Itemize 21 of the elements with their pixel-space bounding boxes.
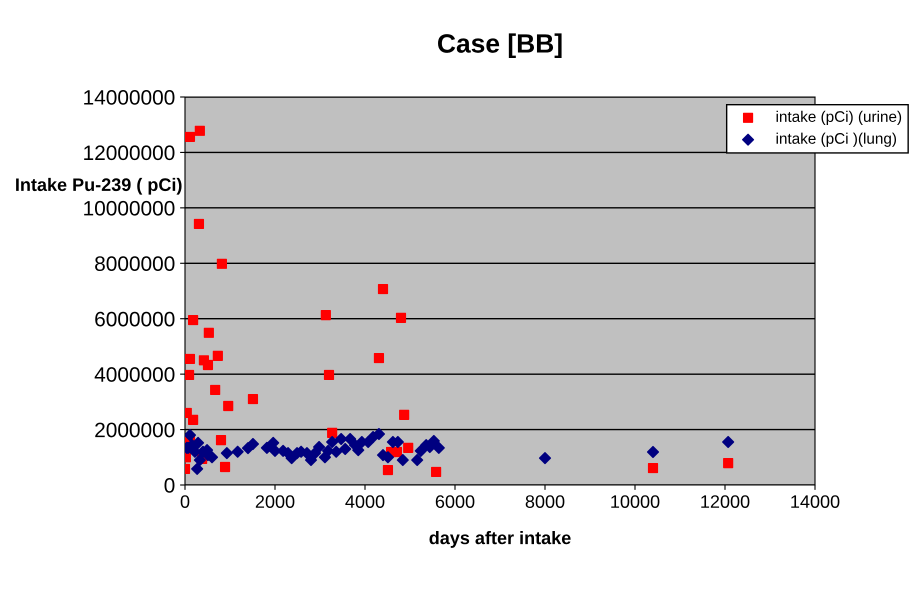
x-tick-label: 4000: [345, 495, 384, 508]
y-tick-label: 8000000: [95, 256, 174, 272]
legend-label: intake (pCi )(lung): [776, 132, 896, 147]
x-tick-label: 2000: [256, 495, 294, 508]
y-tick-label: 14000000: [84, 90, 174, 105]
x-tick-label: 10000: [611, 495, 660, 508]
y-axis-title: Intake Pu-239 ( pCi): [16, 178, 182, 195]
legend-label: intake (pCi) (urine): [776, 110, 902, 125]
x-axis-title: days after intake: [429, 531, 571, 548]
x-tick-label: 14000: [791, 495, 840, 508]
x-tick-label: 6000: [436, 495, 474, 508]
x-tick-label: 12000: [701, 495, 750, 508]
y-tick-label: 12000000: [84, 145, 174, 160]
y-tick-label: 2000000: [95, 422, 174, 438]
y-tick-label: 10000000: [84, 200, 174, 216]
x-tick-label: 8000: [526, 495, 564, 508]
chart-title: Case [BB]: [438, 33, 562, 58]
y-tick-label: 0: [164, 478, 174, 493]
x-tick-label: 0: [180, 495, 190, 508]
y-tick-label: 6000000: [95, 312, 174, 326]
y-tick-label: 4000000: [94, 367, 174, 382]
